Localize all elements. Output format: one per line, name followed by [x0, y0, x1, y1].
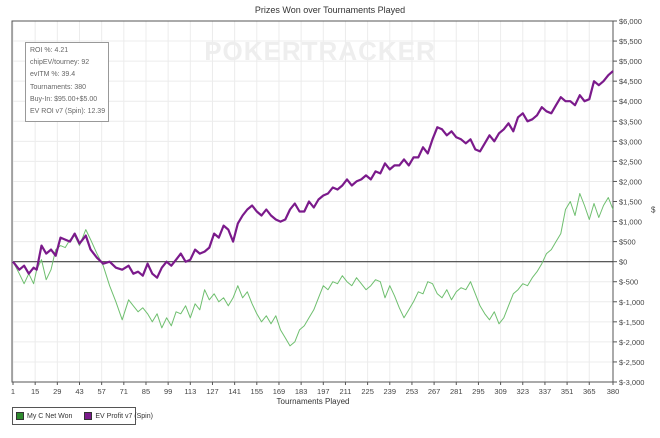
- svg-text:253: 253: [406, 387, 419, 396]
- svg-text:$4,500: $4,500: [619, 77, 642, 86]
- series-net-won-line: [12, 193, 614, 347]
- chart-title: Prizes Won over Tournaments Played: [254, 5, 406, 15]
- stat-ev-roi: EV ROI v7 (Spin): 12.39: [30, 108, 106, 116]
- svg-text:$-3,000: $-3,000: [619, 378, 644, 387]
- svg-text:113: 113: [184, 387, 196, 396]
- svg-text:380: 380: [607, 387, 620, 396]
- legend-label: My C Net Won: [27, 412, 73, 420]
- svg-text:141: 141: [228, 387, 241, 396]
- svg-text:155: 155: [251, 387, 264, 396]
- svg-text:267: 267: [428, 387, 441, 396]
- svg-text:$-2,000: $-2,000: [619, 338, 644, 347]
- svg-text:127: 127: [206, 387, 219, 396]
- legend-item-net-won[interactable]: My C Net Won: [16, 412, 72, 420]
- svg-text:225: 225: [361, 387, 374, 396]
- y-axis: $6,000 $5,500 $5,000 $4,500 $4,000 $3,500 $3,0…: [613, 17, 644, 387]
- svg-text:43: 43: [75, 387, 83, 396]
- svg-text:$0: $0: [619, 258, 627, 267]
- svg-text:$1,000: $1,000: [619, 218, 642, 227]
- svg-text:29: 29: [53, 387, 61, 396]
- svg-text:71: 71: [120, 387, 128, 396]
- legend-swatch-green: [16, 412, 24, 420]
- svg-text:$5,500: $5,500: [619, 37, 642, 46]
- svg-text:$2,500: $2,500: [619, 157, 642, 166]
- stat-roi: ROI %: 4.21: [30, 47, 69, 54]
- svg-text:$3,000: $3,000: [619, 137, 642, 146]
- svg-text:$5,000: $5,000: [619, 57, 642, 66]
- svg-text:15: 15: [31, 387, 39, 396]
- stat-tournaments: Tournaments: 380: [30, 83, 87, 91]
- svg-text:99: 99: [164, 387, 172, 396]
- stats-box: ROI %: 4.21 chipEV/tourney: 92 evITM %: …: [25, 42, 109, 122]
- y-axis-label: $: [651, 206, 656, 215]
- svg-text:$-1,500: $-1,500: [619, 318, 644, 327]
- svg-text:197: 197: [317, 387, 330, 396]
- stat-buy-in: Buy-In: $95.00+$5.00: [30, 95, 98, 103]
- svg-text:$-2,500: $-2,500: [619, 358, 644, 367]
- svg-text:183: 183: [295, 387, 308, 396]
- svg-text:365: 365: [583, 387, 596, 396]
- stat-chip-ev: chipEV/tourney: 92: [30, 59, 90, 67]
- chart-legend: My C Net Won EV Profit v7 (Spin): [12, 407, 153, 425]
- x-axis: 1 15 29 43 57 71 85 99 113 127 141 155 169 183 197 211 2…: [11, 382, 619, 396]
- svg-text:$4,000: $4,000: [619, 97, 642, 106]
- series-ev-profit-line: [12, 70, 614, 279]
- svg-text:281: 281: [450, 387, 463, 396]
- svg-text:$500: $500: [619, 238, 636, 247]
- svg-text:$2,000: $2,000: [619, 177, 642, 186]
- svg-text:1: 1: [11, 387, 15, 396]
- svg-text:309: 309: [494, 387, 507, 396]
- svg-text:295: 295: [472, 387, 485, 396]
- svg-text:211: 211: [339, 387, 351, 396]
- svg-text:239: 239: [384, 387, 397, 396]
- svg-text:$3,500: $3,500: [619, 117, 642, 126]
- x-axis-label: Tournaments Played: [276, 397, 350, 406]
- svg-text:337: 337: [539, 387, 552, 396]
- svg-text:351: 351: [561, 387, 574, 396]
- svg-text:323: 323: [517, 387, 530, 396]
- svg-text:$1,500: $1,500: [619, 198, 642, 207]
- legend-item-ev-profit[interactable]: EV Profit v7 (Spin): [84, 412, 153, 420]
- svg-text:85: 85: [142, 387, 150, 396]
- legend-label: EV Profit v7 (Spin): [95, 412, 153, 420]
- svg-text:57: 57: [97, 387, 105, 396]
- svg-text:$6,000: $6,000: [619, 17, 642, 26]
- watermark: POKERTRACKER: [204, 36, 436, 66]
- svg-text:169: 169: [273, 387, 286, 396]
- legend-swatch-purple: [84, 412, 93, 420]
- stat-ev-itm: evITM %: 39.4: [30, 71, 76, 79]
- svg-text:$-1,000: $-1,000: [619, 298, 644, 307]
- svg-text:$-500: $-500: [619, 278, 638, 287]
